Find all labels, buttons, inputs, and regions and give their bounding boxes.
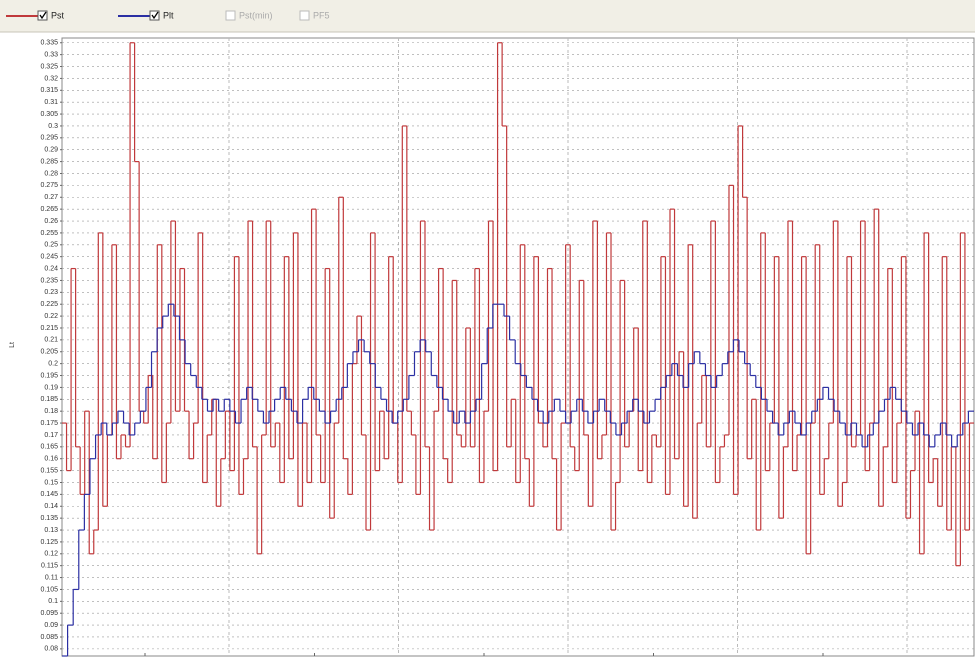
y-tick-label: 0.2 [48,360,58,367]
y-tick-label: 0.09 [44,622,58,629]
legend-checkbox[interactable] [299,10,310,21]
y-tick-label: 0.265 [40,206,58,213]
y-tick-label: 0.32 [44,75,58,82]
legend-label: Pst [51,10,65,20]
y-tick-label: 0.3 [48,123,58,130]
y-tick-label: 0.17 [44,432,58,439]
y-tick-label: 0.12 [44,551,58,558]
y-tick-label: 0.115 [41,563,58,570]
y-tick-label: 0.08 [44,646,58,653]
legend-checkbox[interactable] [37,10,48,21]
y-tick-label: 0.22 [44,313,58,320]
y-tick-label: 0.305 [40,111,58,118]
y-tick-label: 0.235 [40,277,58,284]
y-tick-label: 0.195 [40,372,58,379]
y-tick-label: 0.14 [44,503,58,510]
y-tick-label: 0.28 [44,170,58,177]
y-tick-label: 0.16 [44,456,58,463]
y-tick-label: 0.085 [40,634,58,641]
y-tick-label: 0.15 [44,479,58,486]
legend-bar [0,0,975,32]
y-tick-label: 0.315 [40,87,58,94]
y-tick-label: 0.26 [44,218,58,225]
y-tick-label: 0.1 [48,598,58,605]
y-tick-label: 0.175 [40,420,58,427]
y-tick-label: 0.335 [40,40,58,47]
y-tick-label: 0.165 [40,444,58,451]
legend-label-inactive: Pst(min) [239,10,273,20]
y-tick-label: 0.205 [40,349,58,356]
y-tick-label: 0.11 [45,574,58,581]
y-tick-label: 0.13 [44,527,58,534]
legend-label: Plt [163,10,174,20]
y-tick-label: 0.31 [44,99,58,106]
y-tick-label: 0.135 [40,515,58,522]
y-tick-label: 0.095 [40,610,58,617]
y-tick-label: 0.185 [40,396,58,403]
plot-area [61,37,975,657]
legend-checkbox[interactable] [225,10,236,21]
y-tick-label: 0.245 [40,254,58,261]
legend-checkbox[interactable] [149,10,160,21]
y-tick-label: 0.29 [44,147,58,154]
y-tick-label: 0.21 [44,337,58,344]
y-tick-label: 0.105 [40,586,58,593]
y-tick-label: 0.225 [40,301,58,308]
y-tick-label: 0.27 [44,194,58,201]
y-tick-label: 0.145 [40,491,58,498]
y-tick-label: 0.125 [40,539,58,546]
y-tick-label: 0.325 [40,63,58,70]
y-tick-label: 0.18 [44,408,58,415]
y-tick-label: 0.255 [40,230,58,237]
y-tick-label: 0.295 [40,135,58,142]
y-tick-label: 0.275 [40,182,58,189]
y-tick-label: 0.215 [40,325,58,332]
y-tick-label: 0.19 [44,384,58,391]
y-axis-label: Lt [9,342,16,348]
y-tick-label: 0.285 [40,158,58,165]
checkmark [39,11,47,20]
y-tick-label: 0.25 [44,242,58,249]
y-tick-label: 0.155 [40,467,58,474]
y-tick-label: 0.23 [44,289,58,296]
y-tick-label: 0.33 [44,51,58,58]
legend-label-inactive: PF5 [313,10,330,20]
y-tick-label: 0.24 [44,265,58,272]
checkmark [151,11,159,20]
